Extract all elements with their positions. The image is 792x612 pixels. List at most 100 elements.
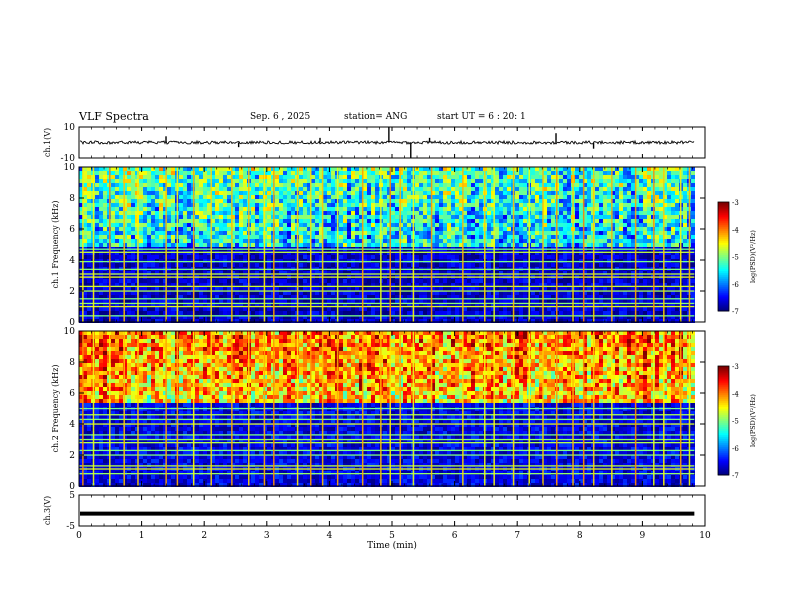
psd-cell bbox=[287, 295, 291, 299]
psd-cell bbox=[471, 203, 475, 207]
psd-cell bbox=[363, 215, 367, 219]
psd-cell bbox=[487, 215, 491, 219]
psd-cell bbox=[375, 219, 379, 223]
psd-cell bbox=[375, 207, 379, 211]
psd-cell bbox=[503, 231, 507, 235]
psd-cell bbox=[515, 183, 519, 187]
psd-cell bbox=[531, 199, 535, 203]
psd-cell bbox=[243, 175, 247, 179]
psd-cell bbox=[359, 283, 363, 287]
psd-cell bbox=[339, 183, 343, 187]
psd-cell bbox=[99, 195, 103, 199]
psd-cell bbox=[427, 287, 431, 291]
psd-cell bbox=[251, 183, 255, 187]
ch1-spectrogram-image bbox=[79, 167, 705, 323]
psd-cell bbox=[243, 291, 247, 295]
psd-cell bbox=[103, 219, 107, 223]
psd-cell bbox=[307, 223, 311, 227]
psd-cell bbox=[583, 239, 587, 243]
psd-cell bbox=[99, 203, 103, 207]
psd-cell bbox=[479, 235, 483, 239]
psd-cell bbox=[523, 291, 527, 295]
psd-cell bbox=[447, 283, 451, 287]
psd-cell bbox=[347, 239, 351, 243]
psd-cell bbox=[567, 263, 571, 267]
psd-cell bbox=[147, 211, 151, 215]
psd-cell bbox=[415, 299, 419, 303]
psd-cell bbox=[99, 291, 103, 295]
psd-cell bbox=[255, 231, 259, 235]
psd-cell bbox=[375, 195, 379, 199]
psd-cell bbox=[447, 319, 451, 323]
psd-cell bbox=[219, 231, 223, 235]
psd-cell bbox=[311, 183, 315, 187]
psd-cell bbox=[543, 279, 547, 283]
psd-cell bbox=[543, 183, 547, 187]
psd-cell bbox=[239, 303, 243, 307]
psd-cell bbox=[211, 175, 215, 179]
psd-cell bbox=[167, 251, 171, 255]
psd-cell bbox=[495, 319, 499, 323]
psd-cell bbox=[403, 199, 407, 203]
psd-cell bbox=[303, 315, 307, 319]
psd-cell bbox=[183, 219, 187, 223]
psd-cell bbox=[347, 179, 351, 183]
psd-cell bbox=[339, 255, 343, 259]
psd-cell bbox=[291, 287, 295, 291]
psd-cell bbox=[211, 227, 215, 231]
psd-cell bbox=[99, 227, 103, 231]
psd-cell bbox=[147, 227, 151, 231]
psd-cell bbox=[531, 279, 535, 283]
psd-cell bbox=[323, 227, 327, 231]
psd-cell bbox=[255, 303, 259, 307]
psd-cell bbox=[495, 219, 499, 223]
psd-cell bbox=[467, 291, 471, 295]
psd-cell bbox=[463, 195, 467, 199]
psd-cell bbox=[283, 279, 287, 283]
psd-cell bbox=[195, 179, 199, 183]
psd-cell bbox=[459, 171, 463, 175]
psd-cell bbox=[155, 287, 159, 291]
psd-cell bbox=[419, 263, 423, 267]
psd-cell bbox=[291, 203, 295, 207]
psd-cell bbox=[471, 211, 475, 215]
psd-cell bbox=[239, 167, 243, 171]
psd-cell bbox=[491, 307, 495, 311]
psd-cell bbox=[143, 211, 147, 215]
psd-cell bbox=[155, 279, 159, 283]
psd-cell bbox=[499, 307, 503, 311]
psd-cell bbox=[479, 291, 483, 295]
psd-cell bbox=[391, 231, 395, 235]
psd-cell bbox=[251, 187, 255, 191]
psd-cell bbox=[547, 307, 551, 311]
psd-cell bbox=[491, 187, 495, 191]
psd-cell bbox=[339, 231, 343, 235]
psd-cell bbox=[79, 279, 83, 283]
psd-cell bbox=[563, 287, 567, 291]
psd-cell bbox=[103, 175, 107, 179]
psd-cell bbox=[251, 239, 255, 243]
psd-cell bbox=[387, 199, 391, 203]
psd-cell bbox=[427, 263, 431, 267]
psd-cell bbox=[107, 227, 111, 231]
psd-cell bbox=[299, 211, 303, 215]
psd-cell bbox=[151, 215, 155, 219]
psd-cell bbox=[423, 195, 427, 199]
psd-cell bbox=[231, 207, 235, 211]
psd-cell bbox=[195, 251, 199, 255]
psd-cell bbox=[563, 179, 567, 183]
psd-cell bbox=[151, 303, 155, 307]
psd-cell bbox=[495, 251, 499, 255]
psd-cell bbox=[351, 283, 355, 287]
psd-cell bbox=[443, 211, 447, 215]
psd-cell bbox=[163, 307, 167, 311]
psd-cell bbox=[531, 287, 535, 291]
psd-cell bbox=[395, 171, 399, 175]
psd-cell bbox=[583, 271, 587, 275]
psd-cell bbox=[463, 219, 467, 223]
psd-cell bbox=[199, 171, 203, 175]
psd-cell bbox=[471, 315, 475, 319]
psd-cell bbox=[451, 207, 455, 211]
psd-cell bbox=[203, 295, 207, 299]
psd-cell bbox=[255, 187, 259, 191]
